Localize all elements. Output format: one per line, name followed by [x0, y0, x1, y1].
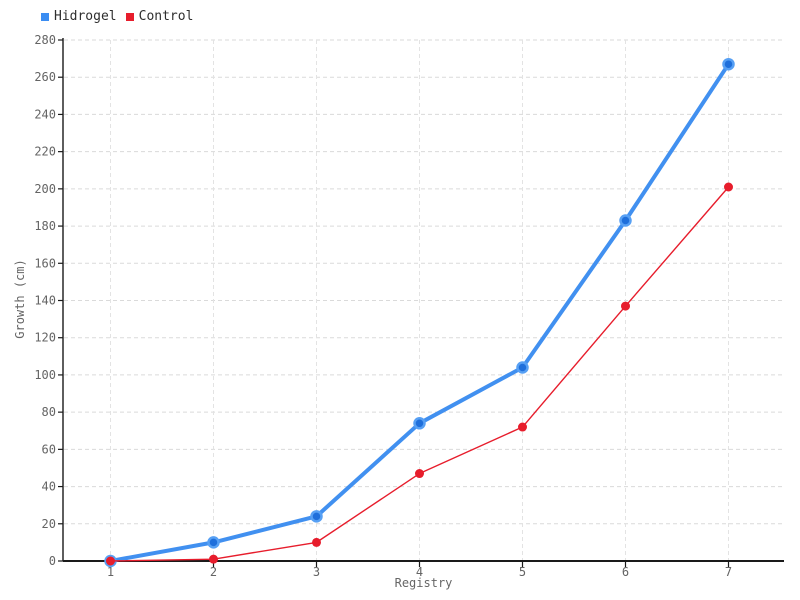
data-point-control-3[interactable] — [312, 537, 321, 547]
y-tick-label: 60 — [42, 442, 56, 456]
legend-item-hidrogel[interactable]: Hidrogel — [41, 10, 117, 23]
x-tick-label: 7 — [725, 565, 732, 579]
control-swatch-icon — [125, 12, 134, 21]
data-point-hidrogel-4[interactable] — [413, 417, 426, 430]
hidrogel-swatch-icon — [41, 12, 49, 21]
legend-item-control[interactable]: Control — [125, 9, 194, 24]
legend-label-control: Control — [138, 9, 194, 24]
legend-label-hidrogel: Hidrogel — [54, 9, 117, 24]
x-axis-title: Registry — [394, 576, 453, 590]
axes-layer: 0 20 40 60 80 100 120 140 160 180 200 220 240 260 280 1… — [34, 33, 784, 579]
y-tick-label: 100 — [34, 368, 56, 382]
series-layer — [104, 57, 735, 568]
gridlines-layer — [64, 39, 784, 560]
y-tick-label: 200 — [34, 182, 56, 196]
data-point-hidrogel-7[interactable] — [722, 57, 735, 71]
data-point-hidrogel-3[interactable] — [310, 510, 323, 523]
x-tick-label: 4 — [416, 565, 423, 579]
data-point-control-4[interactable] — [415, 469, 424, 479]
data-point-control-7[interactable] — [724, 182, 733, 192]
y-tick-label: 120 — [34, 331, 56, 345]
x-tick-label: 2 — [210, 565, 217, 579]
x-tick-label: 5 — [519, 565, 526, 579]
data-point-hidrogel-2[interactable] — [207, 536, 220, 549]
y-tick-label: 160 — [34, 256, 56, 270]
y-tick-label: 260 — [34, 70, 56, 84]
y-axis-title: Growth (cm) — [13, 259, 27, 339]
x-tick-label: 3 — [313, 565, 320, 579]
y-tick-label: 180 — [34, 219, 56, 233]
data-point-control-1[interactable] — [106, 556, 115, 566]
y-tick-label: 240 — [34, 107, 56, 121]
data-point-control-6[interactable] — [621, 301, 630, 311]
x-tick-label: 6 — [622, 565, 629, 579]
y-tick-label: 220 — [34, 145, 56, 159]
y-tick-label: 40 — [42, 480, 56, 494]
data-point-hidrogel-5[interactable] — [516, 361, 529, 374]
chart-legend: Hidrogel Control — [41, 10, 193, 23]
data-point-control-2[interactable] — [209, 554, 218, 564]
y-tick-label: 140 — [34, 294, 56, 308]
y-tick-label: 80 — [42, 405, 56, 419]
x-tick-label: 1 — [107, 565, 114, 579]
data-point-hidrogel-6[interactable] — [619, 214, 632, 227]
y-tick-label: 20 — [42, 517, 56, 531]
y-tick-label: 0 — [49, 554, 56, 568]
y-tick-label: 280 — [34, 33, 56, 47]
data-point-control-5[interactable] — [518, 422, 527, 432]
